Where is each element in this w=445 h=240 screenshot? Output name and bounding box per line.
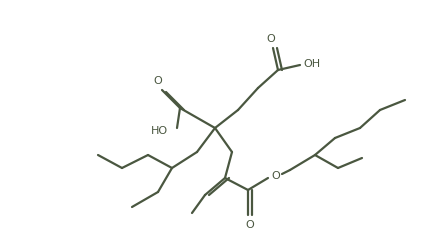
Text: O: O xyxy=(267,34,275,44)
Text: O: O xyxy=(271,171,280,181)
Text: O: O xyxy=(246,220,255,230)
Text: OH: OH xyxy=(303,59,320,69)
Text: O: O xyxy=(154,76,162,86)
Text: HO: HO xyxy=(150,126,168,136)
